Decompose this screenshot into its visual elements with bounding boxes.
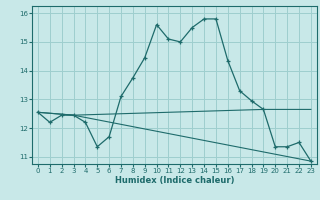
X-axis label: Humidex (Indice chaleur): Humidex (Indice chaleur)	[115, 176, 234, 185]
